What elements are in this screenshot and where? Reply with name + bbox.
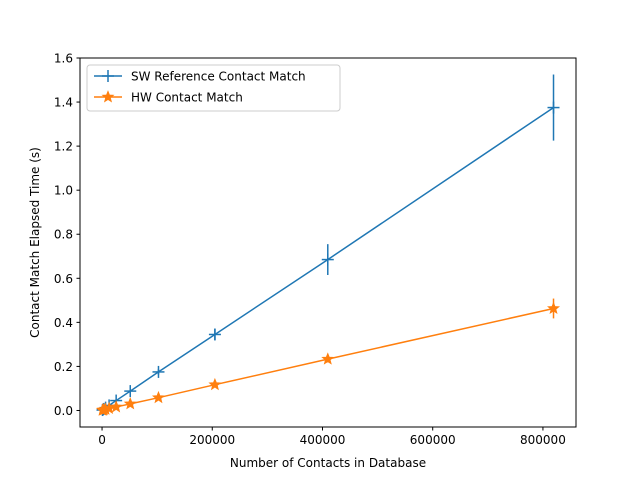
series-2 bbox=[95, 298, 561, 416]
x-tick-label: 400000 bbox=[300, 433, 346, 447]
y-tick-label: 0.4 bbox=[54, 316, 73, 330]
data-point bbox=[547, 301, 561, 314]
y-tick-label: 0.8 bbox=[54, 228, 73, 242]
ticks-layer: 0 200000 400000 600000 800000 0.0 0.2 0.4 0.6 0.8… bbox=[54, 52, 566, 448]
data-point bbox=[109, 400, 123, 413]
data-point bbox=[208, 328, 221, 341]
data-point bbox=[152, 365, 165, 378]
plot-layer bbox=[95, 74, 561, 417]
data-point bbox=[321, 253, 334, 266]
legend-marker bbox=[102, 70, 114, 82]
legend: SW Reference Contact Match HW Contact Mat… bbox=[86, 64, 341, 112]
x-axis-label: Number of Contacts in Database bbox=[230, 456, 426, 470]
y-tick-label: 1.4 bbox=[54, 96, 73, 110]
y-tick-label: 1.6 bbox=[54, 52, 73, 66]
data-point bbox=[321, 352, 335, 365]
y-axis-label: Contact Match Elapsed Time (s) bbox=[28, 147, 42, 338]
legend-box bbox=[86, 64, 341, 112]
legend-label: SW Reference Contact Match bbox=[131, 70, 306, 84]
legend-marker bbox=[101, 90, 115, 103]
data-point bbox=[123, 397, 137, 410]
axes-frame bbox=[79, 57, 577, 428]
data-point bbox=[151, 390, 165, 404]
x-tick-label: 0 bbox=[98, 433, 106, 447]
y-tick-label: 0.0 bbox=[54, 404, 73, 418]
x-tick-label: 200000 bbox=[189, 433, 235, 447]
legend-entry: HW Contact Match bbox=[94, 90, 243, 105]
x-tick-label: 600000 bbox=[410, 433, 456, 447]
y-tick-label: 1.2 bbox=[54, 140, 73, 154]
y-tick-label: 0.6 bbox=[54, 272, 73, 286]
legend-entry: SW Reference Contact Match bbox=[94, 70, 306, 84]
data-point bbox=[208, 377, 222, 391]
x-tick-label: 800000 bbox=[520, 433, 566, 447]
legend-label: HW Contact Match bbox=[131, 91, 243, 105]
data-point bbox=[547, 101, 560, 114]
y-tick-label: 1.0 bbox=[54, 184, 73, 198]
data-point bbox=[124, 385, 137, 398]
y-tick-label: 0.2 bbox=[54, 360, 73, 374]
